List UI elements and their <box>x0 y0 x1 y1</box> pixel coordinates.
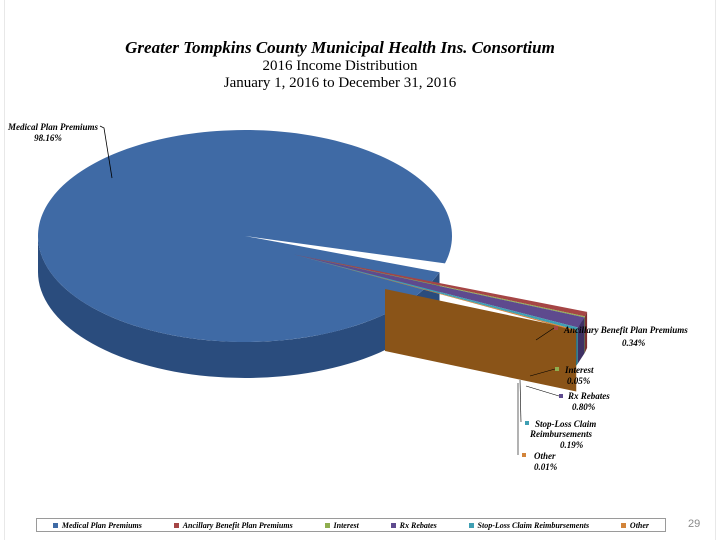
data-label-interest-marker <box>555 367 559 371</box>
legend-label: Medical Plan Premiums <box>61 520 142 530</box>
pie-slice-stop-loss-claim-reimbursements-side <box>576 327 578 366</box>
pie-slice-rx-rebates <box>294 254 585 328</box>
pie-slice-ancillary-benefit-plan-premiums <box>294 254 588 317</box>
pie-slice-stop-loss-claim-reimbursements <box>294 254 578 330</box>
chart-title-block: Greater Tompkins County Municipal Health… <box>0 38 680 92</box>
pie-slice-medical-plan-premiums-side <box>38 236 440 378</box>
leader-line-medical <box>99 125 113 179</box>
pie-slice-interest <box>294 254 586 318</box>
data-label-interest-value: 0.05% <box>567 376 591 386</box>
legend-item-other: Other <box>620 520 650 530</box>
legend-swatch <box>620 522 626 528</box>
data-label-ancillary-value: 0.34% <box>622 338 646 348</box>
data-label-stoploss-name: Stop-Loss Claim <box>535 419 596 429</box>
data-label-stoploss-value: 0.19% <box>560 440 584 450</box>
data-label-ancillary-name: Ancillary Benefit Plan Premiums <box>563 325 688 335</box>
legend-item-interest: Interest <box>324 520 359 530</box>
legend-item-medical: Medical Plan Premiums <box>52 520 142 530</box>
leader-line-rx <box>525 385 560 397</box>
pie-slice-other-side <box>385 289 577 392</box>
data-label-rx-value: 0.80% <box>572 402 596 412</box>
chart-date-range: January 1, 2016 to December 31, 2016 <box>223 75 457 91</box>
legend-item-stoploss: Stop-Loss Claim Reimbursements <box>468 520 590 530</box>
data-label-other-marker <box>522 453 526 457</box>
data-label-other-name: Other <box>534 451 556 461</box>
data-label-rx-name: Rx Rebates <box>567 391 610 401</box>
legend-swatch <box>52 522 58 528</box>
leader-line-ancillary <box>535 327 555 341</box>
legend-label: Other <box>629 520 650 530</box>
pie-slice-interest-side <box>584 316 586 354</box>
data-label-medical-value: 98.16% <box>34 133 62 143</box>
chart-legend: Medical Plan Premiums Ancillary Benefit … <box>36 518 666 532</box>
chart-subtitle: 2016 Income Distribution <box>262 58 418 74</box>
data-label-rx-marker <box>559 394 563 398</box>
data-label-interest-name: Interest <box>564 365 594 375</box>
pie-slice-other <box>294 254 577 331</box>
page-number: 29 <box>688 518 701 530</box>
data-label-medical-name: Medical Plan Premiums <box>7 122 98 132</box>
pie-layer <box>37 130 588 392</box>
pie-slice-rx-rebates-side <box>577 317 585 364</box>
pie-slice-other-side <box>575 329 577 367</box>
legend-label: Stop-Loss Claim Reimbursements <box>477 520 590 530</box>
legend-label: Interest <box>333 520 359 530</box>
legend-swatch <box>390 522 396 528</box>
legend-swatch <box>324 522 330 528</box>
leader-line-stoploss <box>519 379 522 423</box>
legend-label: Ancillary Benefit Plan Premiums <box>182 520 293 530</box>
legend-label: Rx Rebates <box>399 520 437 530</box>
chart-title: Greater Tompkins County Municipal Health… <box>125 38 555 57</box>
data-label-ancillary-marker <box>554 326 558 330</box>
legend-swatch <box>173 522 179 528</box>
pie-slice-medical-plan-premiums <box>37 130 452 343</box>
data-label-stoploss-marker <box>525 421 529 425</box>
leader-line-interest <box>529 368 556 377</box>
data-label-other-value: 0.01% <box>534 462 558 472</box>
slide-frame <box>4 0 716 540</box>
legend-swatch <box>468 522 474 528</box>
legend-item-rx: Rx Rebates <box>390 520 437 530</box>
data-label-stoploss-name-2: Reimbursements <box>529 429 593 439</box>
pie-slice-ancillary-benefit-plan-premiums-side <box>585 311 588 353</box>
legend-item-ancillary: Ancillary Benefit Plan Premiums <box>173 520 293 530</box>
